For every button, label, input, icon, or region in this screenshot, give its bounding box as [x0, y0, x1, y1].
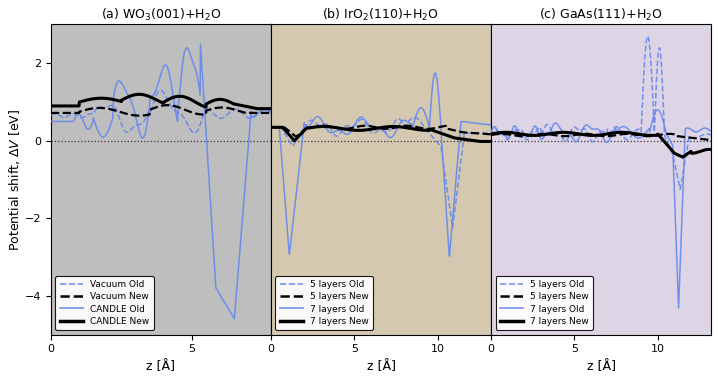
X-axis label: z [Å]: z [Å] [146, 360, 175, 373]
Title: (b) IrO$_2$(110)+H$_2$O: (b) IrO$_2$(110)+H$_2$O [322, 7, 439, 23]
Legend: 5 layers Old, 5 layers New, 7 layers Old, 7 layers New: 5 layers Old, 5 layers New, 7 layers Old… [276, 276, 373, 330]
X-axis label: z [Å]: z [Å] [366, 360, 396, 373]
Title: (c) GaAs(111)+H$_2$O: (c) GaAs(111)+H$_2$O [539, 7, 663, 23]
Legend: Vacuum Old, Vacuum New, CANDLE Old, CANDLE New: Vacuum Old, Vacuum New, CANDLE Old, CAND… [55, 276, 154, 330]
X-axis label: z [Å]: z [Å] [587, 360, 615, 373]
Legend: 5 layers Old, 5 layers New, 7 layers Old, 7 layers New: 5 layers Old, 5 layers New, 7 layers Old… [495, 276, 593, 330]
Title: (a) WO$_3$(001)+H$_2$O: (a) WO$_3$(001)+H$_2$O [101, 7, 221, 23]
Y-axis label: Potential shift, $\Delta V$ [eV]: Potential shift, $\Delta V$ [eV] [7, 108, 22, 251]
